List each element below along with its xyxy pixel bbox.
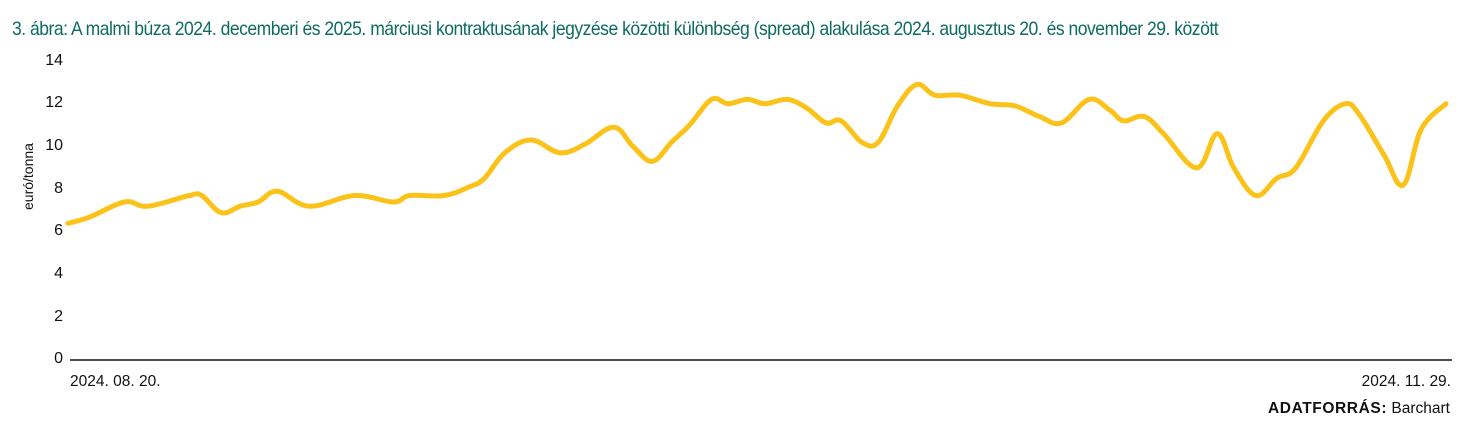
figure-title: 3. ábra: A malmi búza 2024. decemberi és… <box>12 18 1219 40</box>
y-tick-6: 6 <box>54 222 63 239</box>
y-tick-10: 10 <box>45 137 63 154</box>
y-tick-8: 8 <box>54 180 63 197</box>
y-tick-0: 0 <box>54 350 63 367</box>
source-value: Barchart <box>1391 400 1450 417</box>
data-source: ADATFORRÁS: Barchart <box>1268 400 1450 418</box>
spread-line <box>65 81 1449 226</box>
y-tick-12: 12 <box>45 94 63 111</box>
y-tick-4: 4 <box>54 265 63 282</box>
y-tick-14: 14 <box>45 52 63 69</box>
y-tick-2: 2 <box>54 308 63 325</box>
source-label: ADATFORRÁS: <box>1267 400 1388 417</box>
x-tick-start: 2024. 08. 20. <box>70 373 161 390</box>
x-tick-end: 2024. 11. 29. <box>1361 373 1451 390</box>
